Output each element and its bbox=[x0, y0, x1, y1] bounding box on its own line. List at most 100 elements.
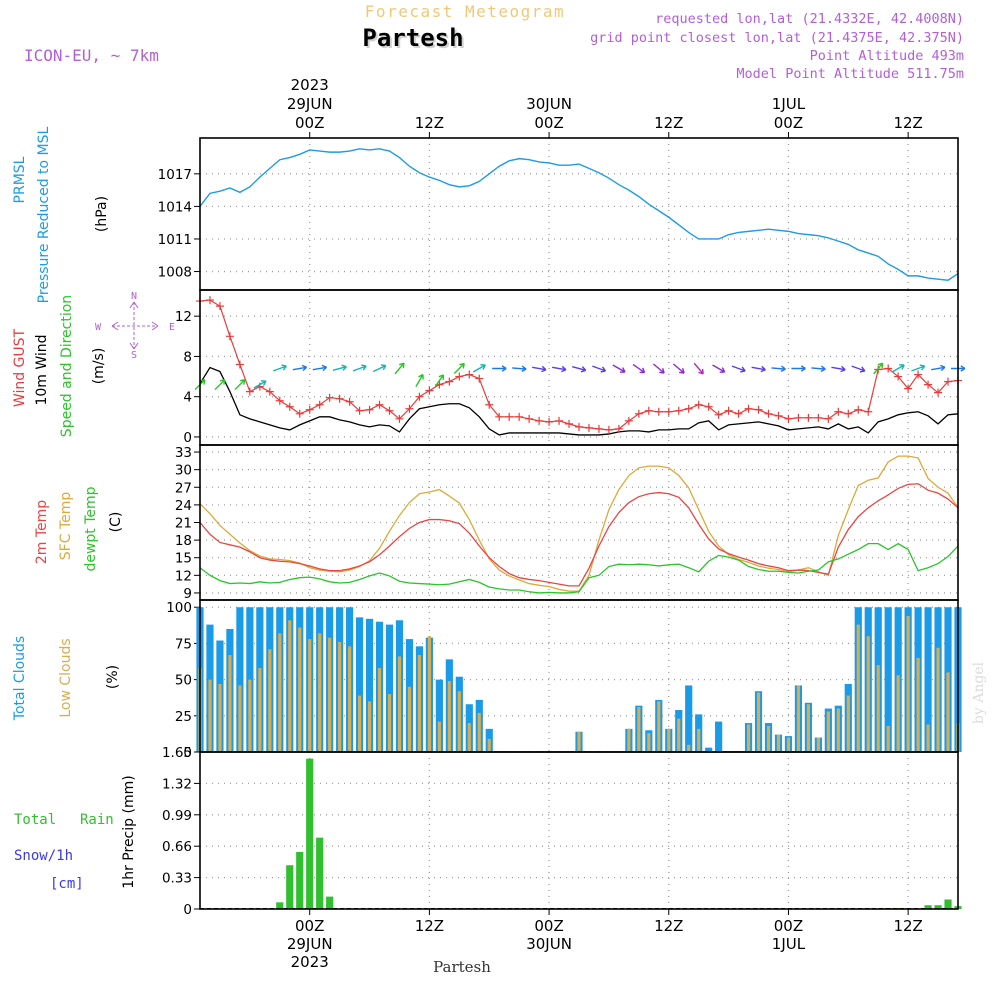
gust-marker bbox=[335, 394, 344, 403]
ytick-label-clouds: 50 bbox=[175, 673, 192, 689]
ytick-label-wind: 4 bbox=[183, 390, 192, 406]
wind-direction-arrow bbox=[911, 364, 926, 372]
gust-marker bbox=[285, 402, 294, 411]
ytick-label-precipitation: 1.65 bbox=[162, 745, 192, 761]
gust-marker bbox=[475, 374, 484, 383]
panel-clouds: 0 25 50 75 100 bbox=[166, 600, 962, 761]
t2m-line bbox=[199, 483, 959, 587]
low-cloud-bar bbox=[457, 691, 461, 752]
temp-unit: (C) bbox=[108, 512, 124, 533]
wind-direction-arrow bbox=[532, 365, 547, 373]
low-cloud-bar bbox=[806, 704, 810, 752]
precip-unit: 1hr Precip (mm) bbox=[121, 775, 137, 888]
ytick-label-wind: 12 bbox=[175, 309, 192, 325]
ytick-label-clouds: 25 bbox=[175, 709, 192, 725]
snow-label: Snow/1h bbox=[14, 848, 73, 864]
wind-direction-arrow bbox=[791, 365, 806, 372]
plot-layer: 1008101110141017048129121518212427303302… bbox=[158, 76, 966, 971]
time-label-top: 12Z bbox=[893, 114, 922, 132]
wind-dir-label: Speed and Direction bbox=[59, 295, 75, 437]
low-cloud-bar bbox=[836, 708, 840, 752]
gust-marker bbox=[455, 372, 464, 381]
time-label-top: 2023 bbox=[291, 76, 329, 94]
low-cloud-bar bbox=[268, 649, 272, 752]
rain-bar bbox=[276, 902, 284, 909]
wind-direction-arrow bbox=[592, 365, 607, 373]
ytick-label-temperature: 24 bbox=[175, 498, 192, 514]
ytick-label-pressure: 1008 bbox=[158, 265, 192, 281]
gust-marker bbox=[934, 388, 943, 397]
low-cloud-bar bbox=[228, 655, 232, 752]
gust-line bbox=[199, 299, 959, 431]
low-cloud-bar bbox=[377, 668, 382, 752]
gust-marker bbox=[215, 302, 224, 311]
gust-marker bbox=[495, 412, 504, 421]
gust-marker bbox=[604, 425, 613, 434]
ytick-label-temperature: 12 bbox=[175, 568, 192, 584]
sfc-temp-line bbox=[199, 455, 959, 592]
low-cloud-bar bbox=[796, 685, 801, 752]
time-label-top: 00Z bbox=[774, 114, 803, 132]
dewpt-line bbox=[199, 542, 959, 594]
wind-direction-arrow bbox=[253, 380, 267, 389]
gust-marker bbox=[295, 409, 304, 418]
gust-marker bbox=[425, 386, 434, 395]
time-label-top: 1JUL bbox=[772, 95, 806, 113]
ytick-label-temperature: 30 bbox=[175, 463, 192, 479]
total-cloud-bar bbox=[884, 607, 892, 752]
rain-bar bbox=[326, 896, 334, 909]
gust-marker bbox=[505, 412, 514, 421]
time-label-top: 29JUN bbox=[287, 95, 333, 113]
low-cloud-bar bbox=[647, 733, 651, 752]
gust-marker bbox=[734, 409, 743, 418]
rain-bar bbox=[296, 851, 304, 909]
low-cloud-bar bbox=[776, 734, 781, 752]
time-label-top: 00Z bbox=[295, 114, 324, 132]
gust-marker bbox=[405, 404, 414, 413]
compass-n: N bbox=[131, 291, 137, 302]
wind-direction-arrow bbox=[693, 362, 704, 375]
time-label-bottom: 12Z bbox=[654, 917, 683, 935]
requested-coords: requested lon,lat (21.4332E, 42.4008N) bbox=[655, 11, 964, 27]
low-cloud-bar bbox=[846, 695, 850, 752]
wind-direction-arrow bbox=[434, 374, 445, 387]
low-cloud-bar bbox=[946, 672, 950, 752]
wind-direction-arrow bbox=[891, 364, 905, 373]
wind-direction-arrow bbox=[612, 364, 626, 373]
rain-bar bbox=[316, 837, 324, 909]
wind-direction-arrow bbox=[352, 364, 367, 372]
gust-marker bbox=[784, 414, 793, 423]
low-cloud-bar bbox=[278, 633, 282, 752]
rain-bar bbox=[306, 758, 314, 909]
gust-marker bbox=[824, 414, 833, 423]
gust-marker bbox=[714, 410, 723, 419]
gust-marker bbox=[205, 296, 214, 305]
low-cloud-bar bbox=[896, 675, 900, 752]
pressure-msl-label: Pressure Reduced to MSL bbox=[36, 126, 52, 303]
low-cloud-bar bbox=[627, 728, 631, 752]
low-cloud-bar bbox=[348, 646, 352, 752]
wind-direction-arrow bbox=[415, 373, 424, 387]
gust-marker bbox=[914, 370, 923, 379]
sfc-label: SFC Temp bbox=[58, 492, 74, 561]
gust-marker bbox=[814, 413, 823, 422]
rain-bar bbox=[924, 905, 932, 909]
time-label-bottom: 00Z bbox=[295, 917, 324, 935]
gust-marker bbox=[375, 400, 384, 409]
gust-marker bbox=[644, 406, 653, 415]
wind-direction-arrow bbox=[512, 365, 527, 373]
gust-marker bbox=[515, 412, 524, 421]
low-cloud-bar bbox=[397, 656, 402, 752]
low-cloud-bar bbox=[387, 694, 392, 752]
gust-marker bbox=[235, 360, 244, 369]
frame-wind bbox=[199, 289, 959, 446]
low-cloud-bar bbox=[417, 655, 422, 752]
total-cloud-bar bbox=[705, 747, 713, 752]
wind10-line bbox=[199, 366, 959, 436]
ytick-label-temperature: 33 bbox=[175, 445, 192, 461]
time-label-bottom: 00Z bbox=[534, 917, 563, 935]
wind10-label: 10m Wind bbox=[34, 334, 50, 405]
ytick-label-precipitation: 0.33 bbox=[162, 871, 192, 887]
prmsl-line bbox=[199, 148, 959, 281]
